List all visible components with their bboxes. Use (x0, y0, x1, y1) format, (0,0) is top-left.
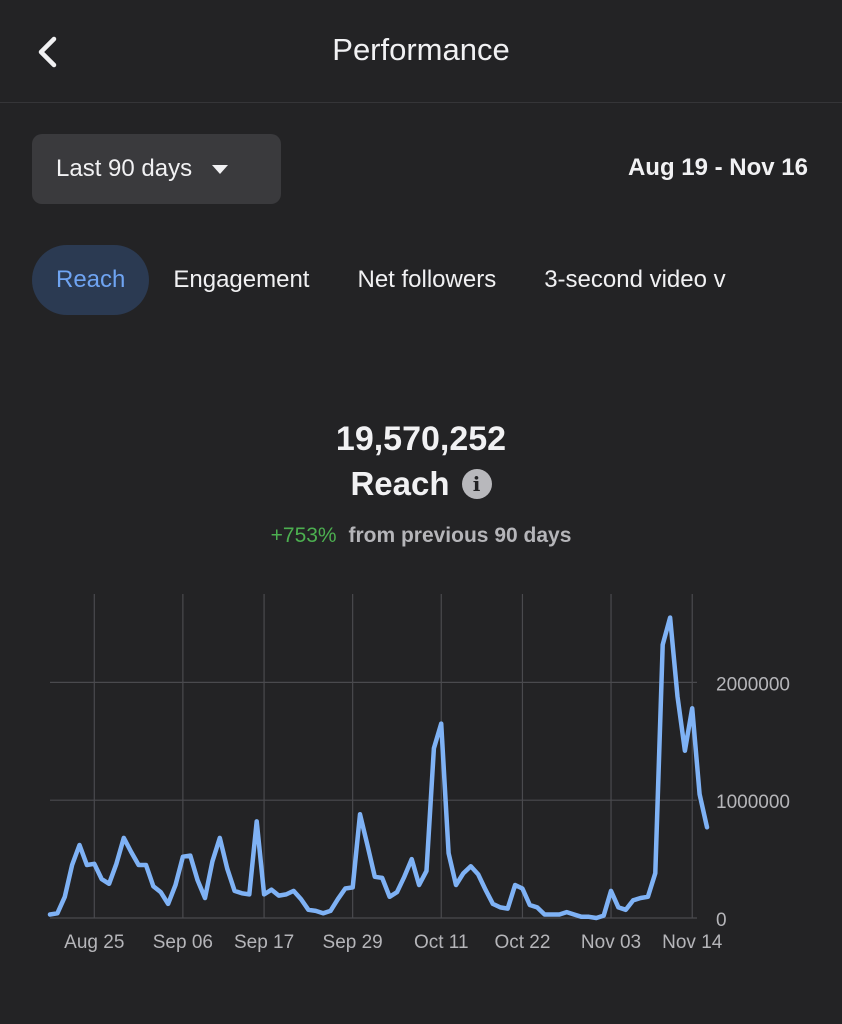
x-tick-label: Nov 03 (581, 932, 641, 953)
metric-label: Reach (350, 465, 450, 502)
info-icon[interactable]: i (461, 469, 492, 499)
back-button[interactable] (28, 30, 68, 74)
x-tick-label: Sep 29 (323, 932, 383, 953)
date-range-text: Aug 19 - Nov 16 (627, 154, 808, 181)
chart-line-layer (47, 615, 710, 921)
metric-tabs: Reach Engagement Net followers 3-second vid… (32, 245, 842, 315)
change-percent: +753% (270, 524, 337, 547)
x-tick-label: Aug 25 (64, 932, 124, 953)
y-tick-label: 1000000 (716, 792, 790, 813)
x-tick-label: Nov 14 (662, 932, 723, 953)
x-tick-label: Sep 06 (153, 932, 213, 953)
chevron-left-icon (38, 36, 57, 68)
metric-label-row: Reach i (0, 465, 842, 503)
y-tick-label: 2000000 (716, 674, 790, 695)
page-title: Performance (332, 32, 510, 67)
change-description: from previous 90 days (348, 524, 572, 547)
tab-3-second-video-views[interactable]: 3-second video v (544, 266, 726, 293)
chart-labels: 0 1000000 2000000 Aug 25 Sep 06 Sep 17 Sep 29 O… (64, 674, 790, 953)
chart-grid (50, 594, 697, 919)
reach-line-chart: 0 1000000 2000000 Aug 25 Sep 06 Sep 17 Sep 29 O… (47, 594, 790, 953)
reach-series-line (47, 615, 710, 921)
x-tick-label: Oct 11 (414, 932, 469, 953)
date-range-dropdown[interactable]: Last 90 days (32, 134, 281, 204)
tab-reach[interactable]: Reach (32, 245, 150, 315)
metric-total-value: 19,570,252 (335, 420, 507, 458)
y-tick-label: 0 (716, 910, 727, 931)
tab-engagement[interactable]: Engagement (173, 266, 310, 293)
x-tick-label: Sep 17 (234, 932, 294, 953)
caret-down-icon (212, 164, 229, 174)
tab-net-followers[interactable]: Net followers (357, 266, 497, 293)
change-summary: +753% from previous 90 days (0, 524, 842, 548)
x-tick-label: Oct 22 (494, 932, 550, 953)
header-bar: Performance (0, 0, 842, 103)
date-range-dropdown-label: Last 90 days (56, 155, 193, 182)
